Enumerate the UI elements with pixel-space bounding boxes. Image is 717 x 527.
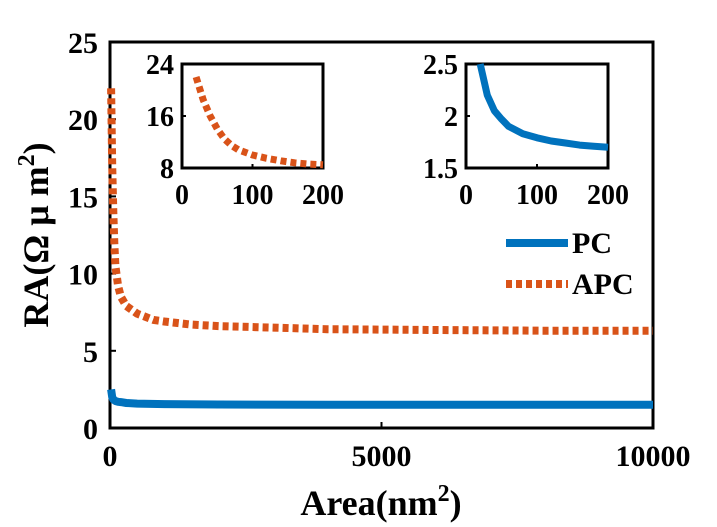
inset-apc-background: [182, 64, 323, 168]
inset-pc-ticks: 0 100 200 1.5 2 2.5: [423, 50, 629, 211]
inset-apc-y-tick-label: 8: [160, 154, 174, 185]
inset-apc-y-tick-label: 24: [146, 50, 174, 81]
main-y-tick-label: 5: [83, 336, 98, 369]
inset-pc-y-tick-label: 2: [444, 102, 458, 133]
inset-apc-y-tick-label: 16: [146, 102, 174, 133]
inset-apc-series: [192, 75, 324, 169]
main-x-tick-label: 5000: [352, 440, 412, 473]
inset-pc-series-pc-line: [476, 63, 609, 151]
main-series-pc-line: [107, 388, 653, 409]
legend-apc-label: APC: [572, 268, 634, 301]
main-series-apc-line: [107, 88, 653, 335]
inset-pc-y-tick-label: 1.5: [423, 154, 458, 185]
inset-apc-ticks: 0 100 200 8 16 24: [146, 50, 344, 211]
main-x-tick-label: 10000: [616, 440, 691, 473]
main-y-tick-label: 20: [68, 104, 98, 137]
inset-apc-x-tick-label: 0: [175, 180, 189, 211]
inset-pc-x-tick-label: 0: [459, 180, 473, 211]
inset-pc-x-tick-label: 200: [587, 180, 629, 211]
inset-apc-x-tick-label: 200: [302, 180, 344, 211]
main-series: [107, 88, 653, 409]
main-y-tick-label: 0: [83, 413, 98, 446]
x-axis-title: Area(nm2): [300, 481, 461, 523]
legend: PC APC: [506, 227, 634, 301]
main-y-tick-label: 25: [68, 27, 98, 60]
inset-apc-x-tick-label: 100: [232, 180, 274, 211]
inset-pc-y-tick-label: 2.5: [423, 50, 458, 81]
main-x-tick-label: 0: [103, 440, 118, 473]
main-y-tick-label: 10: [68, 259, 98, 292]
main-y-tick-label: 15: [68, 181, 98, 214]
y-axis-title: RA(Ω μ m2): [14, 142, 56, 327]
inset-pc-series: [476, 63, 609, 151]
inset-apc-series-apc-line: [192, 75, 324, 169]
inset-pc-x-tick-label: 100: [516, 180, 558, 211]
inset-pc-background: [466, 64, 608, 168]
legend-pc-label: PC: [572, 227, 612, 260]
